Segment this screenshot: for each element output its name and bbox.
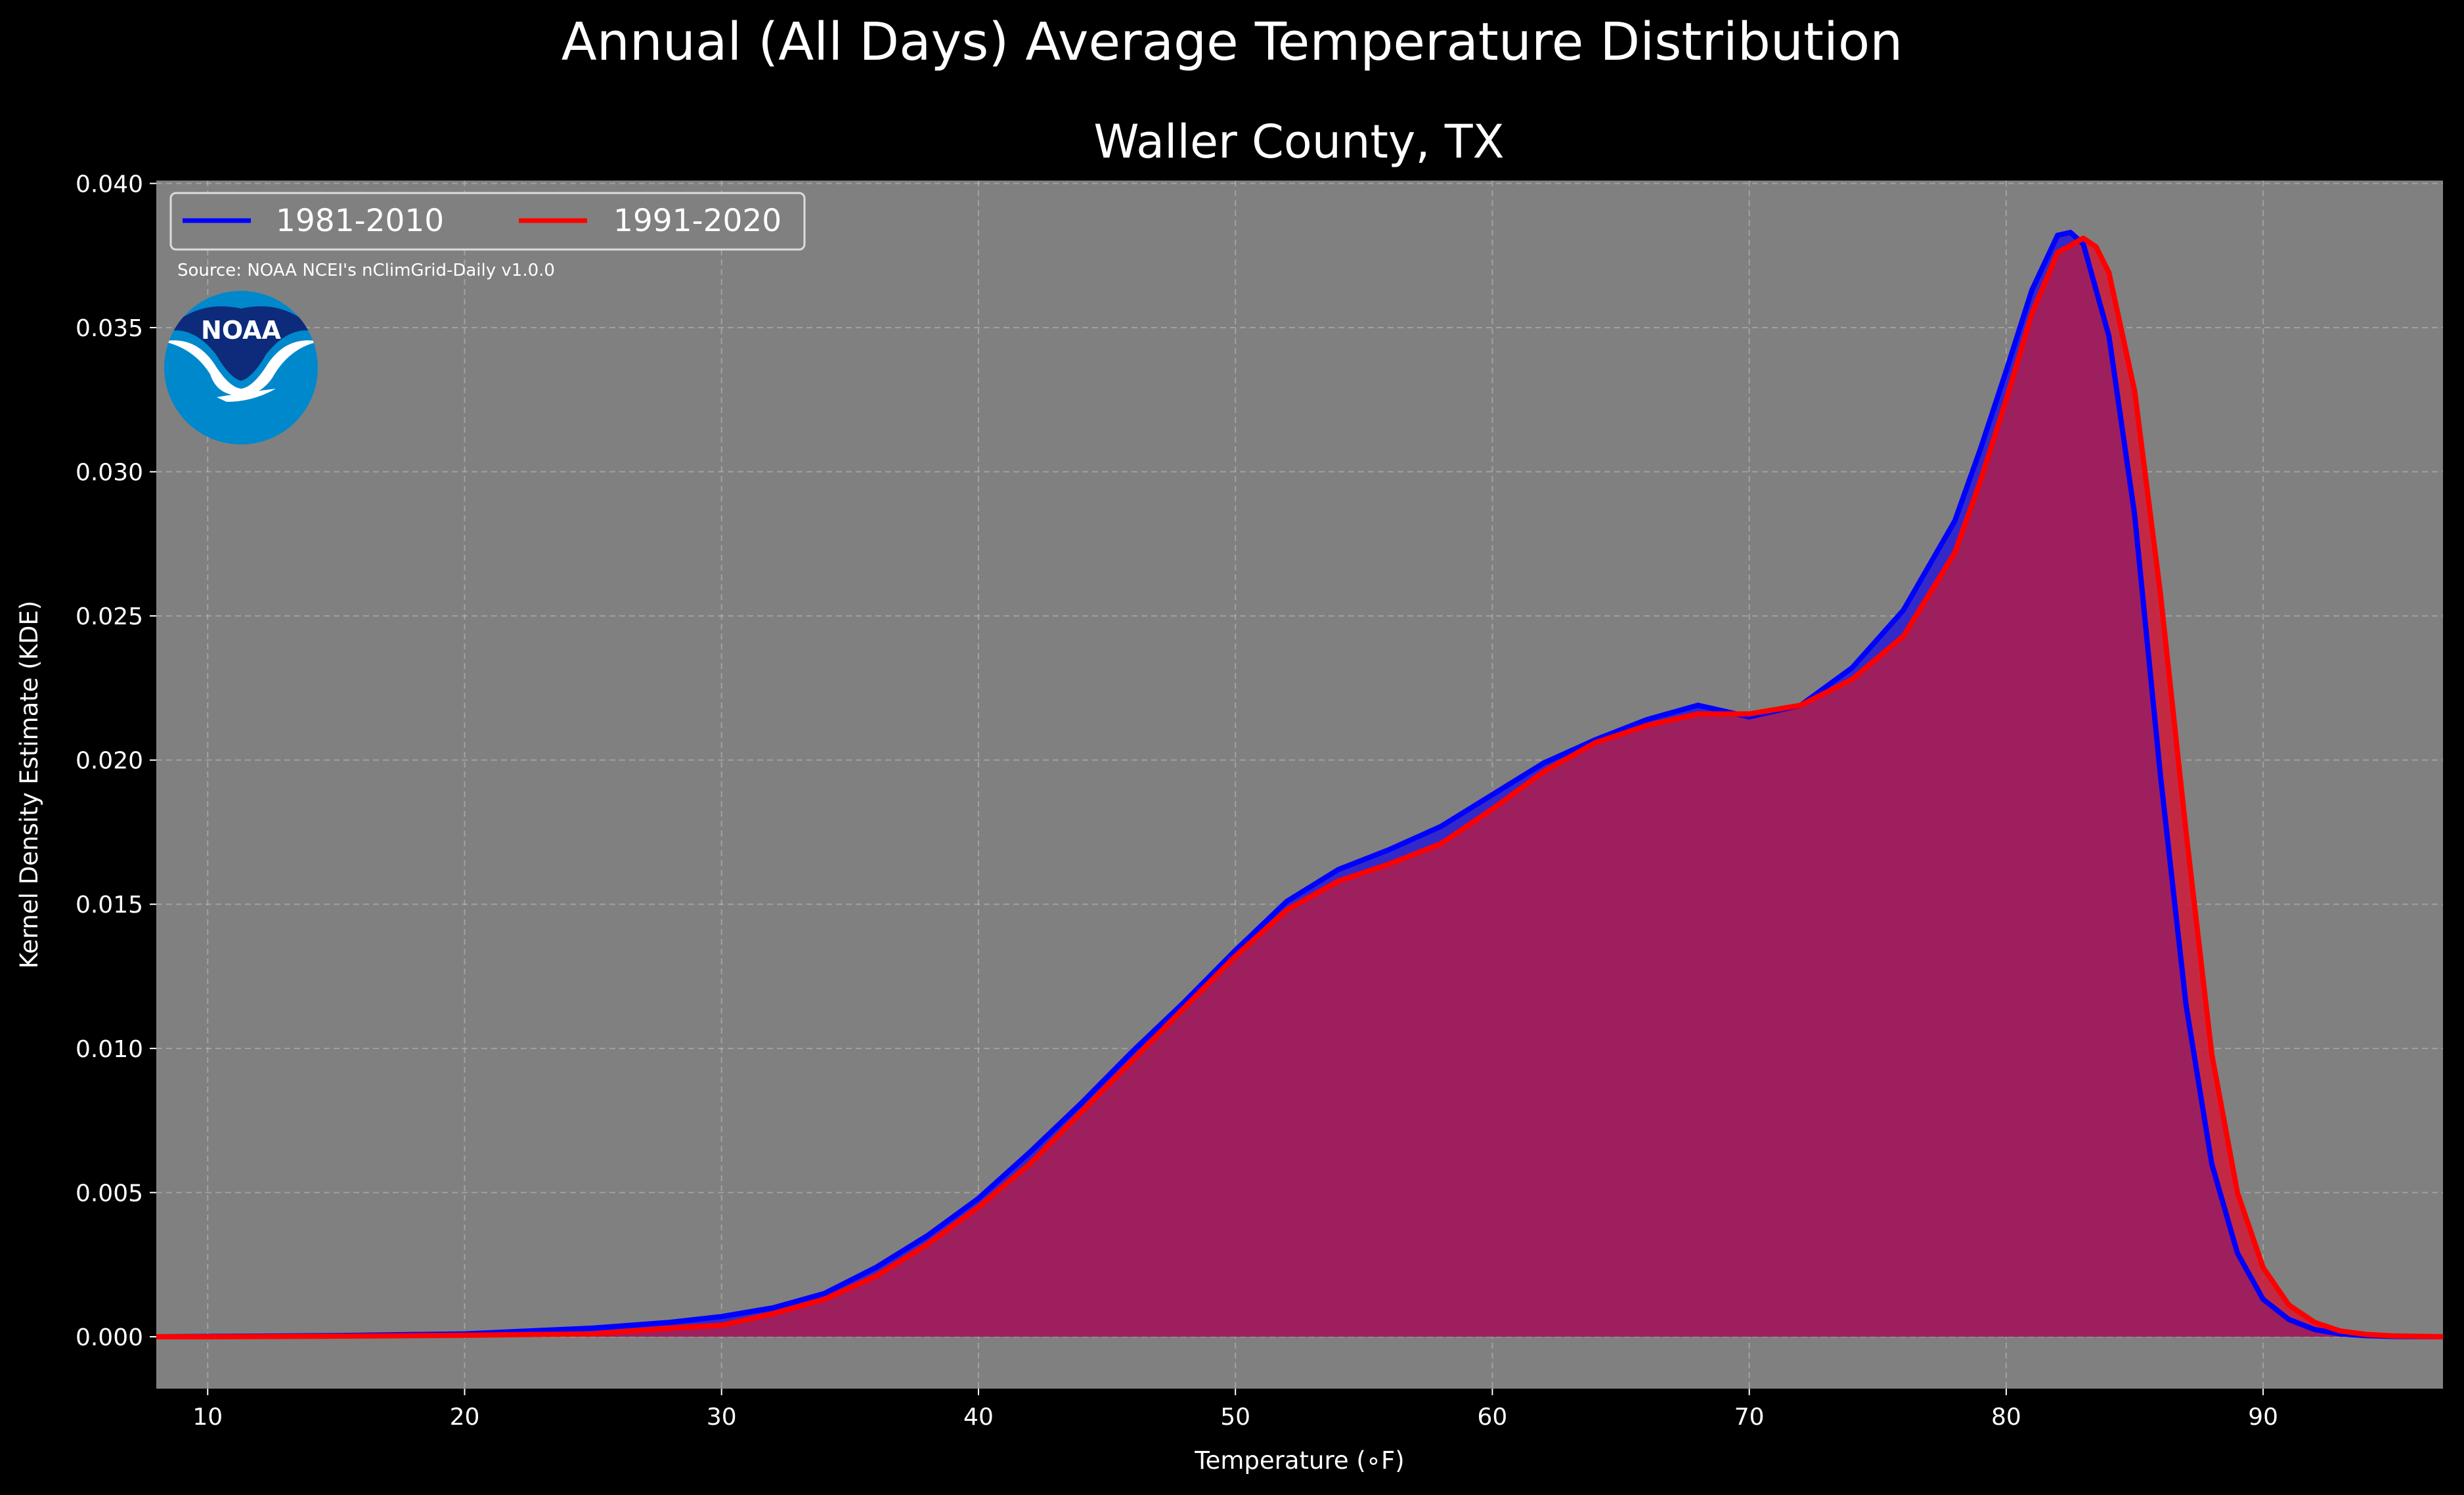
x-tick-label: 20 [450, 1404, 480, 1431]
y-tick-label: 0.035 [76, 315, 143, 342]
y-tick-label: 0.000 [76, 1324, 143, 1351]
y-tick-label: 0.015 [76, 892, 143, 919]
legend: 1981-2010 1991-2020 [169, 192, 806, 251]
density-areas [156, 232, 2443, 1337]
x-tick-label: 50 [1220, 1404, 1250, 1431]
x-axis-ticks: 10 20 30 40 50 60 70 80 90 [192, 1389, 2278, 1431]
line-1981-2010 [156, 230, 2444, 1339]
x-tick-label: 30 [707, 1404, 737, 1431]
y-tick-label: 0.025 [76, 603, 143, 630]
y-tick-label: 0.040 [76, 171, 143, 198]
x-tick-label: 60 [1478, 1404, 1508, 1431]
x-tick-label: 80 [1991, 1404, 2021, 1431]
x-tick-label: 90 [2248, 1404, 2278, 1431]
area-overlap [156, 238, 2443, 1337]
y-tick-label: 0.005 [76, 1180, 143, 1207]
x-tick-label: 10 [192, 1404, 223, 1431]
x-tick-label: 70 [1734, 1404, 1765, 1431]
legend-label-1991-2020: 1991-2020 [613, 203, 781, 239]
x-axis-label: Temperature (∘F) [1194, 1446, 1404, 1475]
y-axis-ticks: 0.000 0.005 0.010 0.015 0.020 0.025 0.030 0.035… [76, 171, 156, 1351]
legend-label-1981-2010: 1981-2010 [276, 203, 444, 239]
density-lines [156, 230, 2444, 1339]
x-tick-label: 40 [963, 1404, 994, 1431]
legend-box [169, 192, 806, 251]
chart-suptitle: Annual (All Days) Average Temperature Di… [561, 12, 1903, 72]
noaa-logo-text: NOAA [201, 316, 281, 345]
line-1991-2020 [156, 235, 2444, 1339]
chart-title: Waller County, TX [1093, 115, 1504, 169]
y-axis-label: Kernel Density Estimate (KDE) [15, 601, 43, 969]
y-tick-label: 0.010 [76, 1036, 143, 1063]
y-tick-label: 0.020 [76, 748, 143, 775]
y-tick-label: 0.030 [76, 460, 143, 487]
source-note: Source: NOAA NCEI's nClimGrid-Daily v1.0… [177, 261, 555, 280]
noaa-logo: NOAA [164, 291, 318, 444]
